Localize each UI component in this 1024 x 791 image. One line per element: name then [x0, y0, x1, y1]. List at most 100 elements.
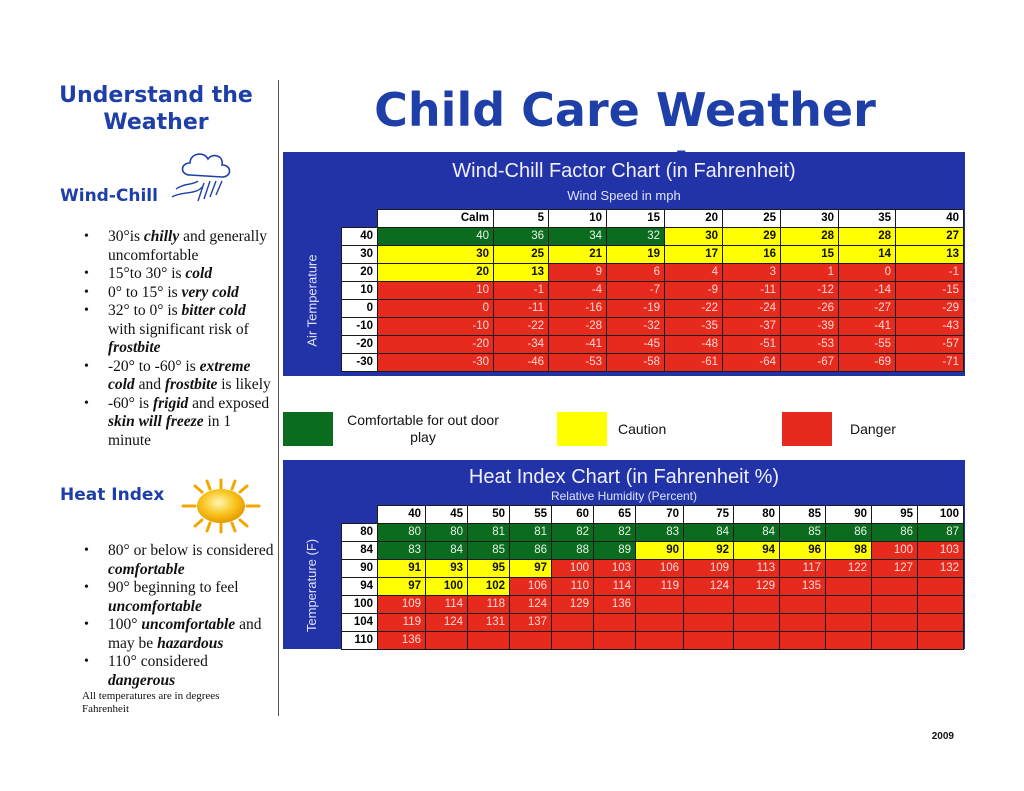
table-cell: 124: [509, 595, 552, 614]
table-cell: [683, 613, 734, 632]
table-cell: 28: [780, 227, 839, 246]
left-title-line-2: Weather: [103, 110, 209, 135]
table-cell: -41: [838, 317, 896, 336]
table-cell: 28: [838, 227, 896, 246]
table-row: 80 80 80 81 81 82 82 83 84 84 85 86 86 87: [341, 523, 964, 542]
table-cell: 86: [509, 541, 552, 560]
table-cell: -22: [493, 317, 549, 336]
table-cell: [917, 613, 964, 632]
legend-swatch-danger: [782, 412, 832, 446]
table-cell: 109: [377, 595, 426, 614]
column-header: 15: [606, 209, 665, 228]
legend-danger-label: Danger: [850, 421, 896, 437]
table-cell: 113: [733, 559, 780, 578]
column-header: 30: [780, 209, 839, 228]
table-cell: -34: [493, 335, 549, 354]
table-row: 10 10 -1 -4 -7 -9 -11 -12 -14 -15: [341, 281, 964, 300]
table-cell: 86: [825, 523, 872, 542]
column-header: Calm: [377, 209, 494, 228]
list-item: -20° to -60° is extreme cold and frostbi…: [82, 358, 277, 395]
table-cell: [635, 613, 684, 632]
row-header: 90: [341, 559, 378, 578]
column-header: 45: [425, 505, 468, 524]
column-header: 55: [509, 505, 552, 524]
table-cell: 131: [467, 613, 510, 632]
table-cell: -19: [606, 299, 665, 318]
column-header: 70: [635, 505, 684, 524]
table-cell: 10: [377, 281, 494, 300]
table-cell: 80: [377, 523, 426, 542]
column-header: 90: [825, 505, 872, 524]
table-cell: 97: [377, 577, 426, 596]
row-header: -30: [341, 353, 378, 372]
table-cell: -39: [780, 317, 839, 336]
wind-chill-heading: Wind-Chill: [60, 186, 158, 206]
table-cell: -28: [548, 317, 607, 336]
column-header: 40: [377, 505, 426, 524]
table-cell: 90: [635, 541, 684, 560]
year-label: 2009: [931, 731, 954, 742]
table-cell: [825, 631, 872, 650]
list-item: -60° is frigid and exposed skin will fre…: [82, 395, 277, 451]
table-cell: -51: [722, 335, 781, 354]
row-header: -20: [341, 335, 378, 354]
table-cell: [467, 631, 510, 650]
table-cell: 20: [377, 263, 494, 282]
table-cell: [917, 595, 964, 614]
table-cell: 114: [425, 595, 468, 614]
table-cell: 4: [664, 263, 723, 282]
table-cell: -24: [722, 299, 781, 318]
table-cell: 80: [425, 523, 468, 542]
table-cell: 25: [493, 245, 549, 264]
table-cell: 30: [377, 245, 494, 264]
column-header: 85: [779, 505, 826, 524]
wind-chill-chart-title: Wind-Chill Factor Chart (in Fahrenheit): [452, 160, 796, 182]
table-cell: -57: [895, 335, 964, 354]
table-cell: 32: [606, 227, 665, 246]
table-cell: 9: [548, 263, 607, 282]
table-cell: 95: [467, 559, 510, 578]
row-header: 84: [341, 541, 378, 560]
table-cell: [871, 613, 918, 632]
table-cell: -48: [664, 335, 723, 354]
table-cell: 136: [593, 595, 636, 614]
table-cell: -10: [377, 317, 494, 336]
wind-chill-bullets: 30°is chilly and generally uncomfortable…: [82, 228, 277, 450]
table-cell: [871, 577, 918, 596]
table-cell: [635, 595, 684, 614]
row-header: 100: [341, 595, 378, 614]
table-cell: 84: [425, 541, 468, 560]
table-cell: -53: [548, 353, 607, 372]
table-cell: -1: [493, 281, 549, 300]
table-cell: -15: [895, 281, 964, 300]
table-cell: [733, 595, 780, 614]
table-cell: 129: [551, 595, 594, 614]
table-cell: [779, 595, 826, 614]
table-cell: -11: [493, 299, 549, 318]
table-cell: [635, 631, 684, 650]
table-cell: 98: [825, 541, 872, 560]
table-cell: 81: [509, 523, 552, 542]
table-cell: 89: [593, 541, 636, 560]
cloud-wind-icon: [171, 153, 231, 202]
table-cell: 122: [825, 559, 872, 578]
legend-swatch-caution: [557, 412, 607, 446]
table-cell: 100: [425, 577, 468, 596]
table-cell: [825, 595, 872, 614]
column-header: 75: [683, 505, 734, 524]
table-cell: 30: [664, 227, 723, 246]
table-corner: [342, 210, 378, 228]
table-cell: 92: [683, 541, 734, 560]
table-cell: 82: [593, 523, 636, 542]
left-title: Understand the Weather: [40, 82, 272, 136]
table-row: 90 91 93 95 97 100 103 106 109 113 117 122 127 132: [341, 559, 964, 578]
table-cell: 127: [871, 559, 918, 578]
table-cell: 14: [838, 245, 896, 264]
table-cell: -37: [722, 317, 781, 336]
table-row: 100 109 114 118 124 129 136: [341, 595, 964, 614]
table-cell: 94: [733, 541, 780, 560]
table-cell: 114: [593, 577, 636, 596]
table-row: 110 136: [341, 631, 964, 650]
table-cell: [551, 613, 594, 632]
list-item: 32° to 0° is bitter cold with significan…: [82, 302, 277, 358]
